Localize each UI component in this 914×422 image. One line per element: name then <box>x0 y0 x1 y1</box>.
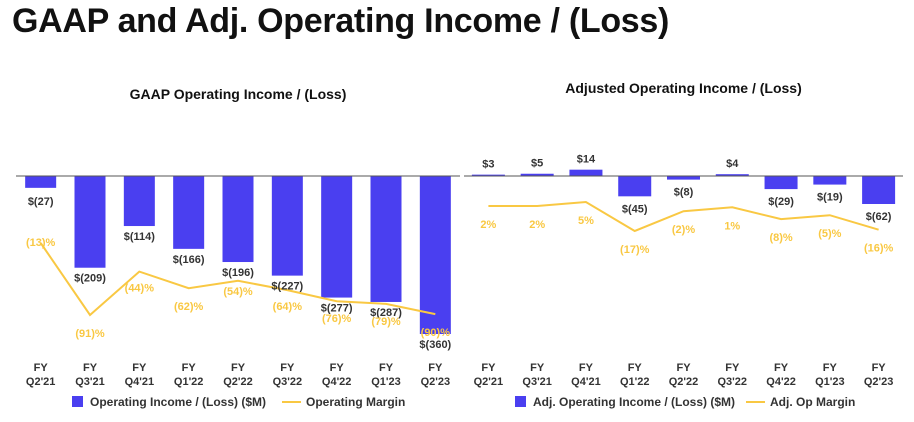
gaap-chart: GAAP Operating Income / (Loss) $(27) $(209… <box>16 86 460 409</box>
x-tick-label: FY Q4'21 <box>571 362 601 388</box>
bar <box>813 176 847 185</box>
bar-value-label: $3 <box>482 159 494 171</box>
chart-title: Adjusted Operating Income / (Loss) <box>565 80 801 96</box>
margin-value-label: (16)% <box>864 243 894 255</box>
legend-line-label: Adj. Op Margin <box>770 395 855 409</box>
bar-value-label: $(45) <box>622 203 648 215</box>
margin-value-label: (64)% <box>273 301 303 313</box>
margin-value-label: 1% <box>724 220 740 232</box>
legend-bar-label: Adj. Operating Income / (Loss) ($M) <box>533 395 735 409</box>
x-tick-label: FY Q1'22 <box>620 362 650 388</box>
bar <box>520 173 554 176</box>
x-tick-label: FY Q4'22 <box>766 362 796 388</box>
bar-value-label: $(8) <box>674 187 694 199</box>
bar-value-label: $(166) <box>173 254 205 266</box>
bar <box>618 176 652 197</box>
x-tick-label: FY Q4'22 <box>322 362 352 388</box>
adjusted-chart: Adjusted Operating Income / (Loss) $3 $5 $1… <box>464 80 903 409</box>
bar <box>222 176 254 263</box>
bar <box>25 176 57 188</box>
bar-value-label: $5 <box>531 158 543 170</box>
bar-value-label: $(227) <box>271 281 303 293</box>
bar-value-label: $(114) <box>124 231 156 243</box>
x-tick-label: FY Q2'22 <box>223 362 253 388</box>
margin-value-label: (90)% <box>421 327 451 339</box>
x-tick-label: FY Q2'21 <box>26 362 56 388</box>
bar <box>569 169 603 176</box>
bar-value-label: $(196) <box>222 267 254 279</box>
bar <box>667 176 700 180</box>
bar <box>419 176 451 334</box>
bar-value-label: $(62) <box>866 211 892 223</box>
legend-bar-swatch <box>515 396 526 407</box>
margin-value-label: (5)% <box>818 228 841 240</box>
x-tick-label: FY Q3'22 <box>718 362 748 388</box>
bar-value-label: $14 <box>577 154 596 166</box>
x-tick-label: FY Q3'21 <box>75 362 105 388</box>
bar <box>370 176 402 302</box>
bar-value-label: $(287) <box>370 307 402 319</box>
bar-value-label: $(277) <box>321 303 353 315</box>
legend-line-label: Operating Margin <box>306 395 405 409</box>
page-title: GAAP and Adj. Operating Income / (Loss) <box>12 2 670 40</box>
x-tick-label: FY Q2'22 <box>669 362 699 388</box>
margin-line <box>488 200 879 233</box>
margin-value-label: 5% <box>578 215 594 227</box>
bar <box>74 176 106 268</box>
bar <box>271 176 303 276</box>
margin-line <box>39 242 436 317</box>
margin-value-label: (91)% <box>75 328 105 340</box>
bar <box>173 176 205 249</box>
bar-value-label: $(360) <box>419 339 451 351</box>
margin-value-label: (13)% <box>26 237 56 249</box>
x-tick-label: FY Q4'21 <box>125 362 155 388</box>
x-tick-label: FY Q2'21 <box>474 362 504 388</box>
margin-value-label: (17)% <box>620 244 650 256</box>
margin-value-label: (2)% <box>672 224 695 236</box>
x-tick-label: FY Q2'23 <box>864 362 894 388</box>
margin-value-label: (54)% <box>223 286 253 298</box>
bar-value-label: $(209) <box>74 273 106 285</box>
x-tick-label: FY Q2'23 <box>421 362 451 388</box>
bar-value-label: $4 <box>726 158 739 170</box>
bar <box>123 176 155 227</box>
bar <box>715 174 749 176</box>
bar <box>321 176 353 298</box>
bar <box>471 174 505 177</box>
legend-bar-swatch <box>72 396 83 407</box>
margin-value-label: (62)% <box>174 301 204 313</box>
x-tick-label: FY Q1'22 <box>174 362 204 388</box>
bar-value-label: $(19) <box>817 192 843 204</box>
margin-value-label: (44)% <box>125 283 155 295</box>
bar <box>764 176 798 190</box>
x-tick-label: FY Q3'22 <box>273 362 303 388</box>
margin-value-label: (8)% <box>769 232 792 244</box>
margin-value-label: (79)% <box>371 316 401 328</box>
margin-value-label: 2% <box>529 219 545 231</box>
legend-bar-label: Operating Income / (Loss) ($M) <box>90 395 266 409</box>
margin-value-label: 2% <box>480 219 496 231</box>
margin-value-label: (76)% <box>322 313 352 325</box>
chart-title: GAAP Operating Income / (Loss) <box>130 86 347 102</box>
bar <box>862 176 896 204</box>
x-tick-label: FY Q1'23 <box>371 362 401 388</box>
x-tick-label: FY Q1'23 <box>815 362 845 388</box>
x-tick-label: FY Q3'21 <box>522 362 552 388</box>
bar-value-label: $(29) <box>768 196 794 208</box>
bar-value-label: $(27) <box>28 196 54 208</box>
